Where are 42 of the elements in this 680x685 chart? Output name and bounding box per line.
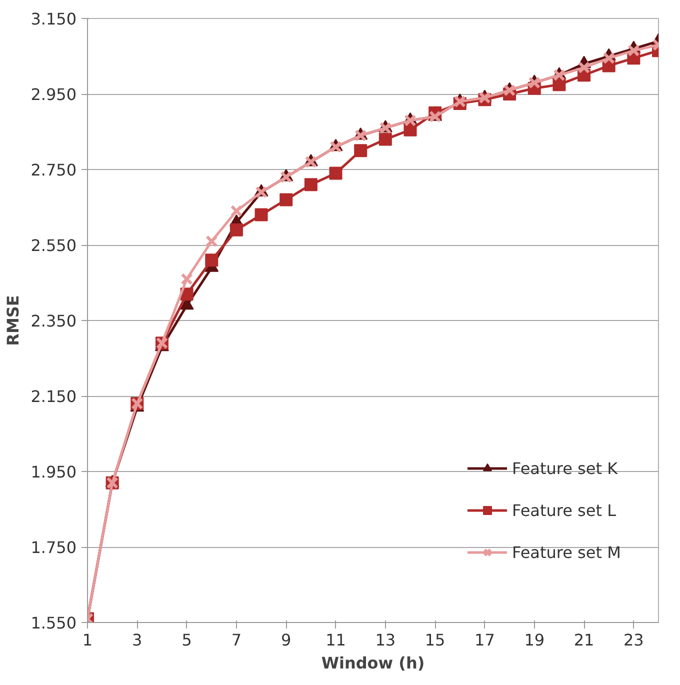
y-tick-label: 1.750 <box>30 538 77 557</box>
point <box>628 44 640 57</box>
y-axis-title: RMSE <box>4 295 23 346</box>
y-tick-label: 1.950 <box>30 462 77 482</box>
point <box>230 204 243 218</box>
point <box>205 254 218 267</box>
legend-label: Feature set K <box>512 458 618 478</box>
x-tick-label: 7 <box>231 630 242 650</box>
point <box>378 132 392 146</box>
x-tick-label: 3 <box>132 630 142 650</box>
y-tick-label: 2.150 <box>30 387 77 406</box>
point <box>602 52 615 64</box>
x-tick-label: 13 <box>375 630 396 650</box>
x-tick-label: 19 <box>524 630 545 650</box>
point <box>354 144 368 158</box>
x-tick-label: 1 <box>82 630 93 650</box>
y-tick-label: 3.150 <box>30 10 77 28</box>
point <box>280 193 293 206</box>
y-tick-label: 2.750 <box>30 160 77 180</box>
point <box>180 272 193 286</box>
x-tick-label: 11 <box>326 630 346 650</box>
point <box>230 223 243 236</box>
legend-label: Feature set M <box>512 542 621 562</box>
point <box>404 123 417 136</box>
x-tick-label: 17 <box>474 630 495 650</box>
y-tick-label: 2.950 <box>30 85 77 104</box>
x-tick-label: 21 <box>574 630 594 650</box>
x-axis-title: Window (h) <box>321 654 425 672</box>
y-tick-label: 2.350 <box>30 312 77 330</box>
point <box>304 178 318 192</box>
legend-label: Feature set L <box>512 500 616 520</box>
point <box>329 166 342 180</box>
y-tick-label: 1.550 <box>30 614 77 632</box>
point <box>206 235 218 248</box>
point <box>578 61 590 74</box>
y-tick-label: 2.550 <box>30 236 77 255</box>
x-tick-label: 5 <box>182 630 192 650</box>
x-tick-label: 23 <box>623 630 644 650</box>
point <box>254 208 268 222</box>
x-tick-label: 15 <box>424 630 446 650</box>
point <box>552 78 566 92</box>
x-tick-label: 9 <box>281 630 292 650</box>
